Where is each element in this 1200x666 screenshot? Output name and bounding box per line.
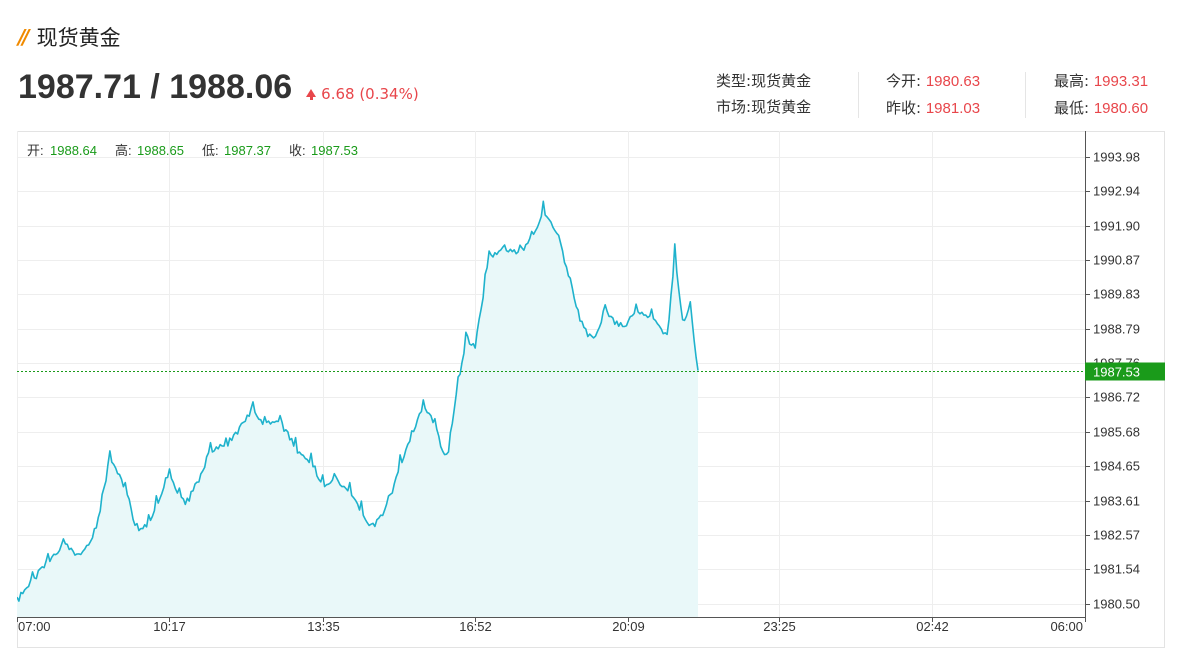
current-price: 1987.71 / 1988.06 [18, 68, 293, 106]
price-chart[interactable]: 1993.98 1992.94 1991.90 1990.87 1989.83 1988.… [16, 131, 1165, 648]
y-tick-label: 1990.87 [1093, 253, 1140, 268]
low-value: 1980.60 [1093, 100, 1149, 117]
open-value: 1980.63 [925, 73, 981, 90]
quote-row: 1987.71 / 1988.06 6.68 (0.34%) [18, 68, 419, 107]
price-area [17, 201, 698, 618]
y-tick-label: 1993.98 [1093, 150, 1140, 165]
ohlc-low-label: 低: [202, 143, 219, 158]
type-value: 现货黄金 [751, 72, 812, 90]
price-change: 6.68 (0.34%) [306, 85, 419, 103]
ohlc-close-label: 收: [289, 143, 306, 158]
current-price-label: 1987.53 [1093, 365, 1140, 380]
ohlc-high-label: 高: [115, 143, 132, 158]
chart-svg[interactable]: 1993.98 1992.94 1991.90 1990.87 1989.83 1988.… [16, 131, 1165, 648]
y-tick-label: 1983.61 [1093, 494, 1140, 509]
price-change-value: 6.68 (0.34%) [321, 85, 419, 103]
x-tick-label: 02:42 [916, 619, 949, 634]
price-line [16, 200, 699, 602]
prev-close-label: 昨收: [886, 99, 922, 117]
y-tick-label: 1980.50 [1093, 597, 1140, 612]
info-divider [1025, 72, 1026, 118]
y-tick-label: 1989.83 [1093, 287, 1140, 302]
y-tick-label: 1991.90 [1093, 219, 1140, 234]
high-value: 1993.31 [1093, 73, 1149, 90]
market-label: 市场: [716, 98, 752, 116]
ohlc-open-label: 开: [27, 143, 44, 158]
x-tick-label: 06:00 [1050, 619, 1083, 634]
x-tick-label: 10:17 [153, 619, 186, 634]
low-label: 最低: [1054, 99, 1090, 117]
header: // 现货黄金 [18, 22, 121, 52]
ohlc-low-value: 1987.37 [224, 143, 271, 158]
open-label: 今开: [886, 72, 922, 90]
high-label: 最高: [1054, 72, 1090, 90]
up-arrow-icon [306, 89, 317, 100]
x-tick-label: 13:35 [307, 619, 340, 634]
y-tick-label: 1985.68 [1093, 425, 1140, 440]
y-tick-label: 1988.79 [1093, 322, 1140, 337]
x-tick-label: 20:09 [612, 619, 645, 634]
info-type-market: 类型:现货黄金 市场:现货黄金 [716, 68, 811, 120]
info-open-prev: 今开: 1980.63 昨收: 1981.03 [886, 68, 980, 122]
y-tick-label: 1981.54 [1093, 562, 1140, 577]
y-tick-label: 1984.65 [1093, 459, 1140, 474]
market-value: 现货黄金 [751, 98, 812, 116]
x-tick-label: 23:25 [763, 619, 796, 634]
ohlc-legend: 开: 1988.64 高: 1988.65 低: 1987.37 收: 1987… [27, 143, 358, 158]
y-tick-label: 1986.72 [1093, 390, 1140, 405]
x-tick-label: 16:52 [459, 619, 492, 634]
ohlc-high-value: 1988.65 [137, 143, 184, 158]
logo-slash-icon: // [18, 25, 29, 49]
ohlc-open-value: 1988.64 [50, 143, 97, 158]
info-high-low: 最高: 1993.31 最低: 1980.60 [1054, 68, 1148, 122]
page-title: 现货黄金 [36, 26, 121, 50]
x-axis-ticks: 07:00 10:17 13:35 16:52 20:09 23:25 02:42 06:00 [17, 617, 1086, 634]
prev-close-value: 1981.03 [925, 100, 981, 117]
x-tick-label: 07:00 [18, 619, 51, 634]
y-tick-label: 1992.94 [1093, 184, 1140, 199]
info-divider [858, 72, 859, 118]
y-tick-label: 1982.57 [1093, 528, 1140, 543]
current-price-badge [1085, 362, 1165, 381]
type-label: 类型: [716, 72, 752, 90]
ohlc-close-value: 1987.53 [311, 143, 358, 158]
